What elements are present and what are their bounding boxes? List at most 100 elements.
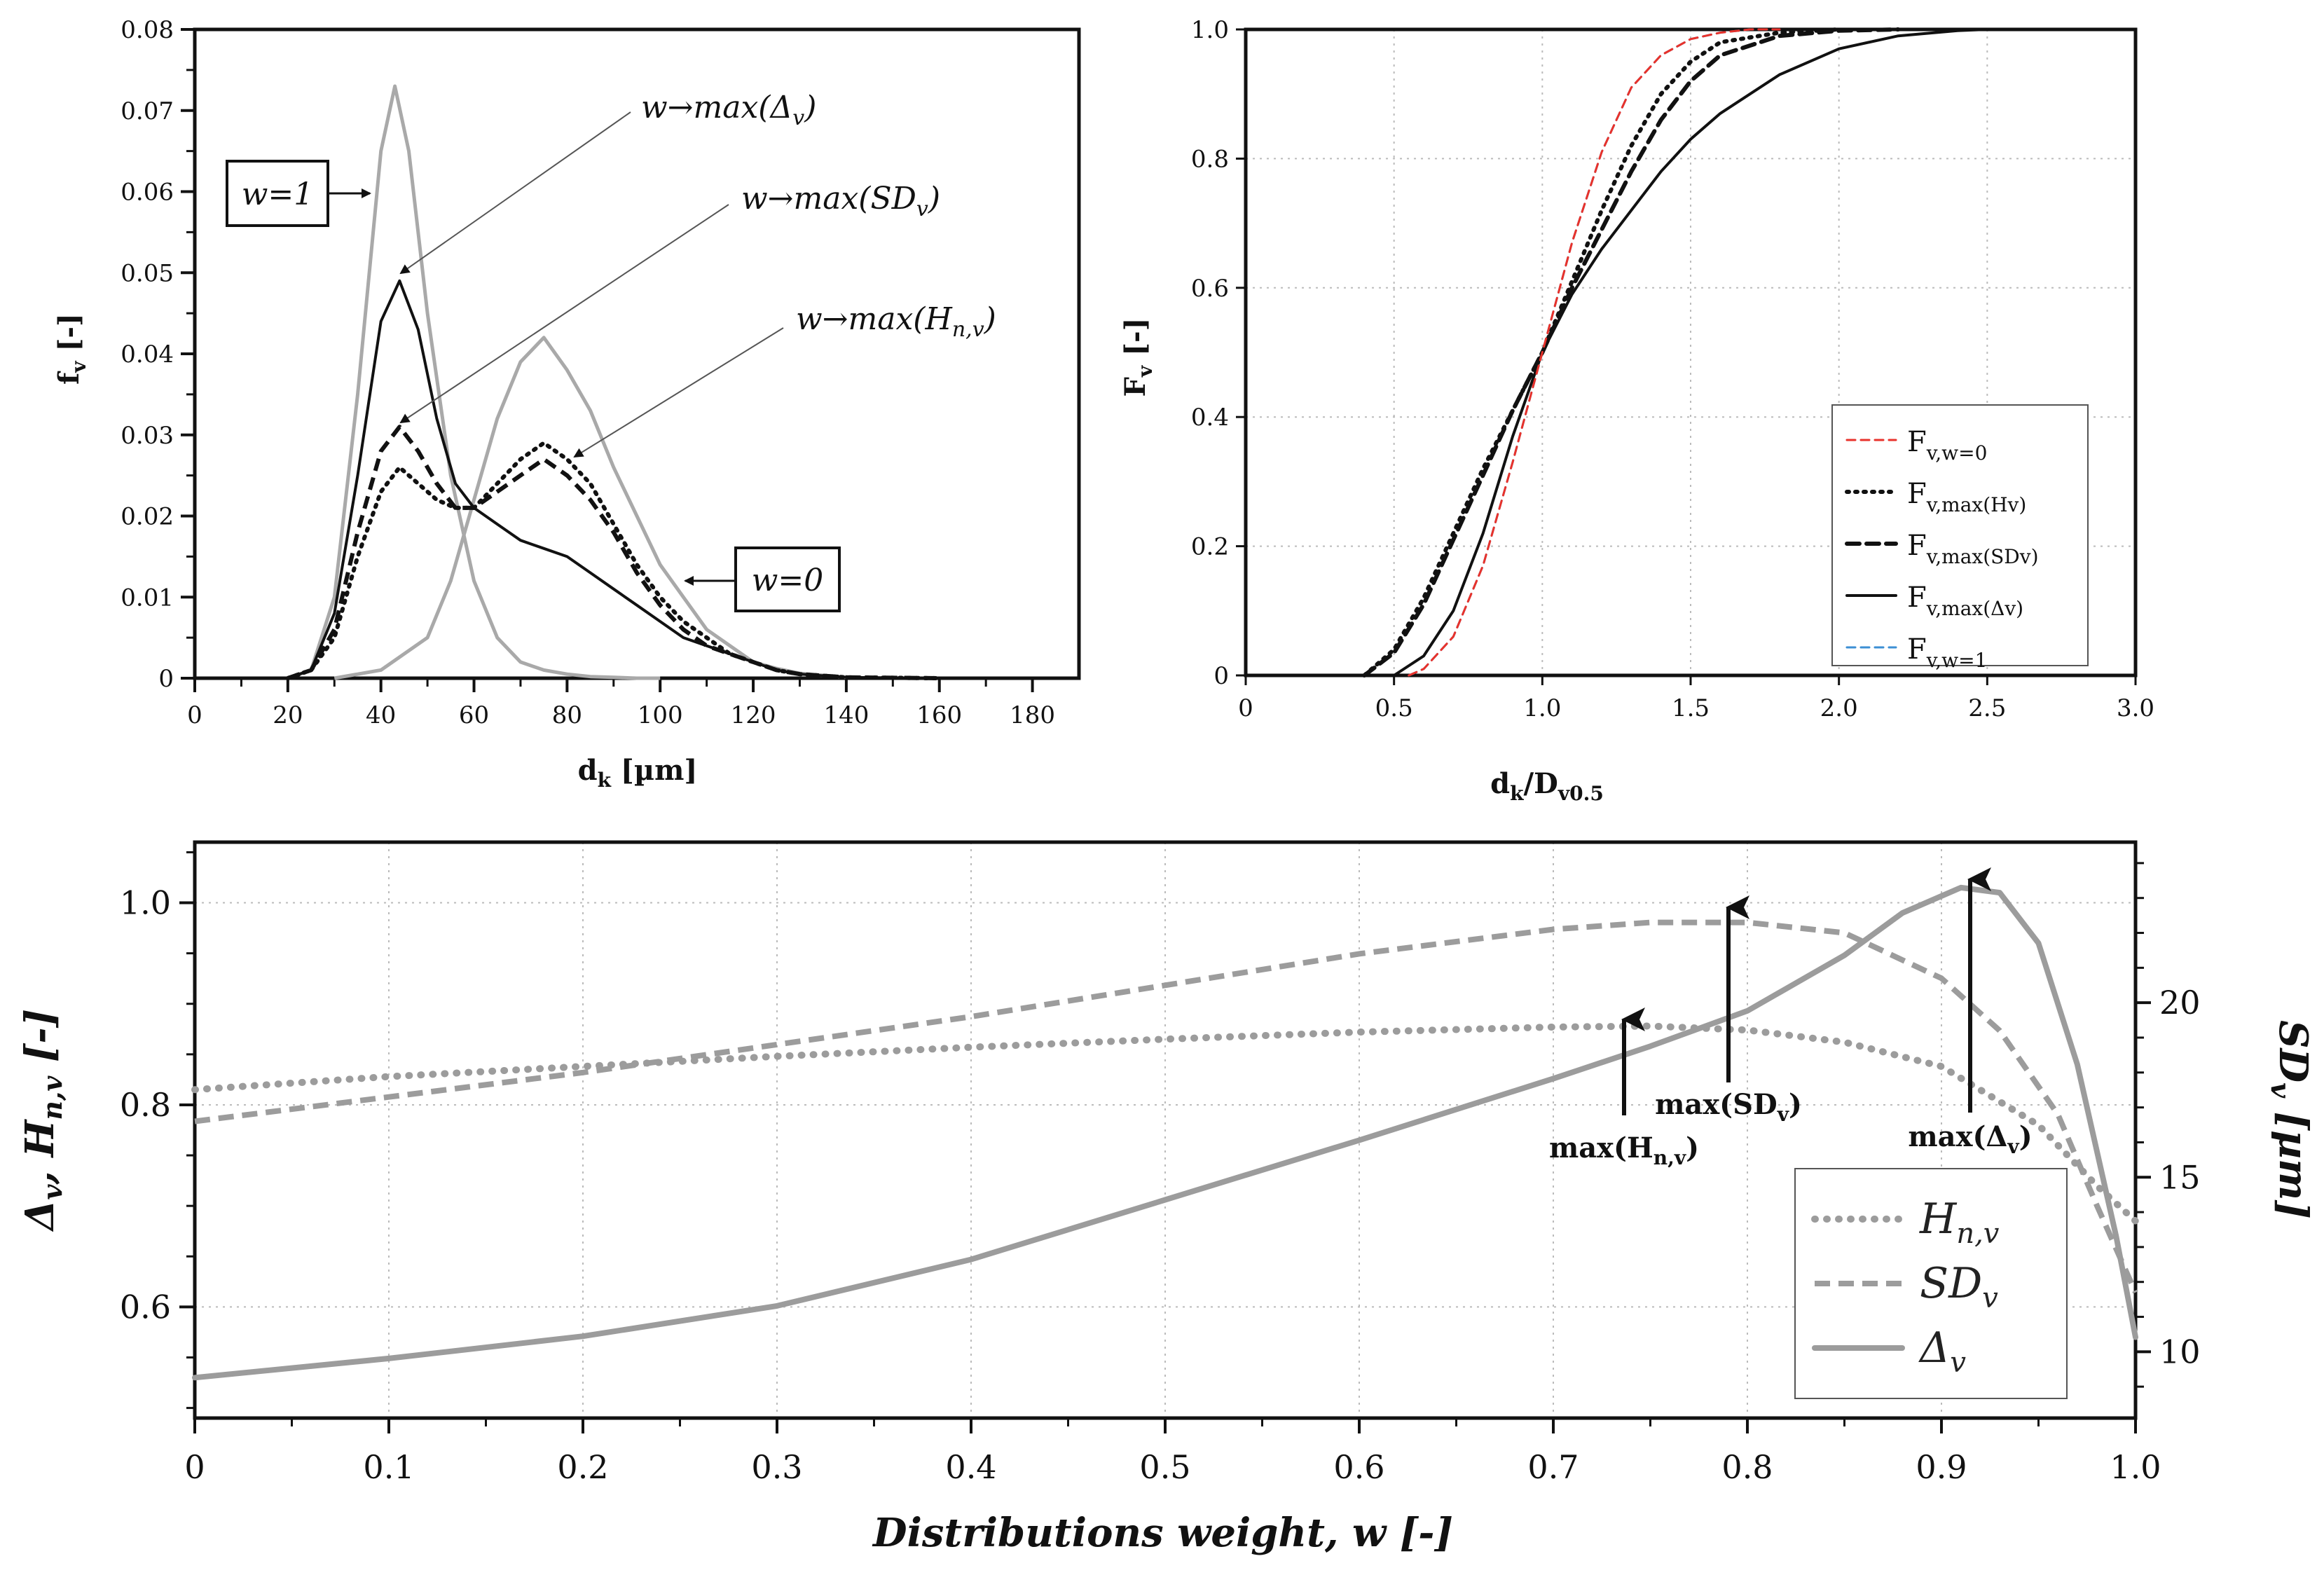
x-tick-label: 0.7: [1527, 1448, 1579, 1486]
legend-label: Fv,max(Hv): [1907, 478, 2026, 516]
bottom-y2-axis-label: SDv [µm]: [2265, 1020, 2316, 1219]
y-tick-label: 0.8: [1191, 145, 1229, 173]
y-tick-label: 0.03: [121, 422, 174, 450]
y-tick-label: 0.8: [120, 1086, 171, 1124]
x-tick-label: 100: [638, 701, 683, 729]
x-tick-label: 0.1: [363, 1448, 414, 1486]
x-tick-label: 0.5: [1375, 694, 1413, 722]
legend-label: Fv,w=1: [1907, 633, 1987, 672]
y-tick-label: 0.04: [121, 341, 174, 369]
x-tick-label: 40: [366, 701, 396, 729]
x-tick-label: 20: [273, 701, 303, 729]
top-right-legend: Fv,w=0 Fv,max(Hv) Fv,max(SDv) Fv,max(Δv) Fv,…: [1831, 404, 2089, 672]
top-right-series: [1362, 27, 1989, 678]
y-tick-label: 0: [158, 665, 174, 693]
series-line: [1362, 27, 1901, 678]
x-tick-label: 140: [823, 701, 869, 729]
series-line: [192, 884, 2138, 1381]
x-tick-label: 0: [184, 1448, 205, 1486]
y-tick-label: 0.6: [120, 1288, 171, 1326]
svg-text:max(Hn,v): max(Hn,v): [1549, 1132, 1699, 1169]
legend-label: Fv,max(Δv): [1907, 582, 2023, 620]
svg-text:w→max(Hn,v): w→max(Hn,v): [796, 301, 996, 342]
series-line: [1362, 27, 1841, 678]
top-left-axes: 0 20 40 60 80 100 120 140 160 180 0 0.01 0.02 0.03 0.0…: [121, 16, 1081, 729]
x-tick-label: 1.0: [1523, 694, 1561, 722]
x-tick-label: 1.0: [2110, 1448, 2161, 1486]
x-tick-label: 0.9: [1916, 1448, 1967, 1486]
y-tick-label: 0.4: [1191, 404, 1229, 432]
series-line: [287, 279, 940, 680]
legend-label: Δv: [1918, 1323, 1966, 1379]
x-tick-label: 0.2: [557, 1448, 608, 1486]
annotation-w0: w=0: [684, 546, 841, 612]
annotation-max-delta: w→max(Δv): [399, 90, 816, 275]
legend-label: Fv,max(SDv): [1907, 530, 2039, 568]
bottom-series: [191, 884, 2139, 1381]
top-right-axes: 0 0.5 1.0 1.5 2.0 2.5 3.0 0 0.2 0.4 0.6 0.8 1.0: [1191, 16, 2154, 722]
svg-text:max(SDv): max(SDv): [1655, 1088, 1802, 1126]
x-tick-label: 0: [1238, 694, 1253, 722]
svg-text:w→max(SDv): w→max(SDv): [741, 181, 940, 221]
annotation-max-sd: w→max(SDv): [399, 181, 940, 424]
y-tick-label: 0.07: [121, 97, 174, 125]
y2-tick-label: 20: [2159, 984, 2201, 1022]
top-right-x-axis-label: dk/Dv0.5: [1490, 767, 1604, 805]
bottom-y-axis-label: Δv, Hn,v [-]: [17, 1009, 68, 1232]
annotation-max-h: w→max(Hn,v): [573, 301, 996, 458]
series-line: [287, 425, 940, 680]
y-tick-label: 0.06: [121, 179, 174, 207]
svg-text:w=1: w=1: [242, 177, 314, 212]
x-tick-label: 160: [916, 701, 962, 729]
arrow-max-sd: max(SDv): [1655, 895, 1802, 1126]
x-tick-label: 60: [459, 701, 489, 729]
arrow-max-delta: max(Δv): [1908, 867, 2033, 1158]
x-tick-label: 0.5: [1139, 1448, 1190, 1486]
top-left-y-axis-label: fv [-]: [53, 313, 90, 385]
y-tick-label: 1.0: [1191, 16, 1229, 44]
x-tick-label: 3.0: [2117, 694, 2154, 722]
x-tick-label: 180: [1010, 701, 1055, 729]
y-tick-label: 0: [1213, 662, 1229, 690]
top-right-y-axis-label: Fv [-]: [1119, 317, 1157, 397]
series-line: [285, 441, 942, 680]
x-tick-label: 0.4: [945, 1448, 996, 1486]
series-line: [194, 919, 2138, 1294]
y2-tick-label: 10: [2159, 1333, 2201, 1370]
y-tick-label: 0.2: [1191, 533, 1229, 561]
y-tick-label: 0.05: [121, 259, 174, 287]
x-tick-label: 0.6: [1333, 1448, 1384, 1486]
svg-text:max(Δv): max(Δv): [1908, 1120, 2032, 1158]
series-line: [1408, 28, 1781, 677]
y-tick-label: 0.6: [1191, 275, 1229, 303]
series-line: [287, 84, 661, 680]
annotation-w1: w=1: [226, 160, 371, 227]
x-tick-label: 2.5: [1968, 694, 2006, 722]
series-line: [1392, 28, 1989, 677]
top-left-frame: [193, 27, 1081, 680]
arrow-max-h: max(Hn,v): [1549, 1007, 1699, 1169]
svg-text:w=0: w=0: [752, 563, 824, 598]
top-left-x-axis-label: dk [µm]: [578, 754, 698, 792]
bottom-legend: Hn,v SDv Δv: [1794, 1168, 2068, 1399]
bottom-axes: 0 0.1 0.2 0.3 0.4 0.5 0.6 0.7 0.8 0.9 1.0 0.6 0.8 1.0…: [120, 840, 2201, 1486]
series-line: [334, 336, 847, 680]
legend-label: SDv: [1920, 1259, 1998, 1314]
y2-tick-label: 15: [2159, 1158, 2201, 1196]
x-tick-label: 0: [187, 701, 202, 729]
y-tick-label: 0.08: [121, 16, 174, 44]
y-tick-label: 0.02: [121, 503, 174, 531]
x-tick-label: 0.8: [1721, 1448, 1773, 1486]
x-tick-label: 0.3: [751, 1448, 802, 1486]
legend-label: Hn,v: [1919, 1195, 2000, 1250]
bottom-x-axis-label: Distributions weight, w [-]: [872, 1510, 1453, 1556]
x-tick-label: 2.0: [1820, 694, 1858, 722]
top-left-series: [285, 84, 942, 680]
y-tick-label: 1.0: [120, 884, 171, 922]
x-tick-label: 1.5: [1672, 694, 1710, 722]
y-tick-label: 0.01: [121, 584, 174, 612]
x-tick-label: 80: [552, 701, 582, 729]
svg-text:w→max(Δv): w→max(Δv): [641, 90, 816, 130]
legend-label: Fv,w=0: [1907, 426, 1987, 465]
